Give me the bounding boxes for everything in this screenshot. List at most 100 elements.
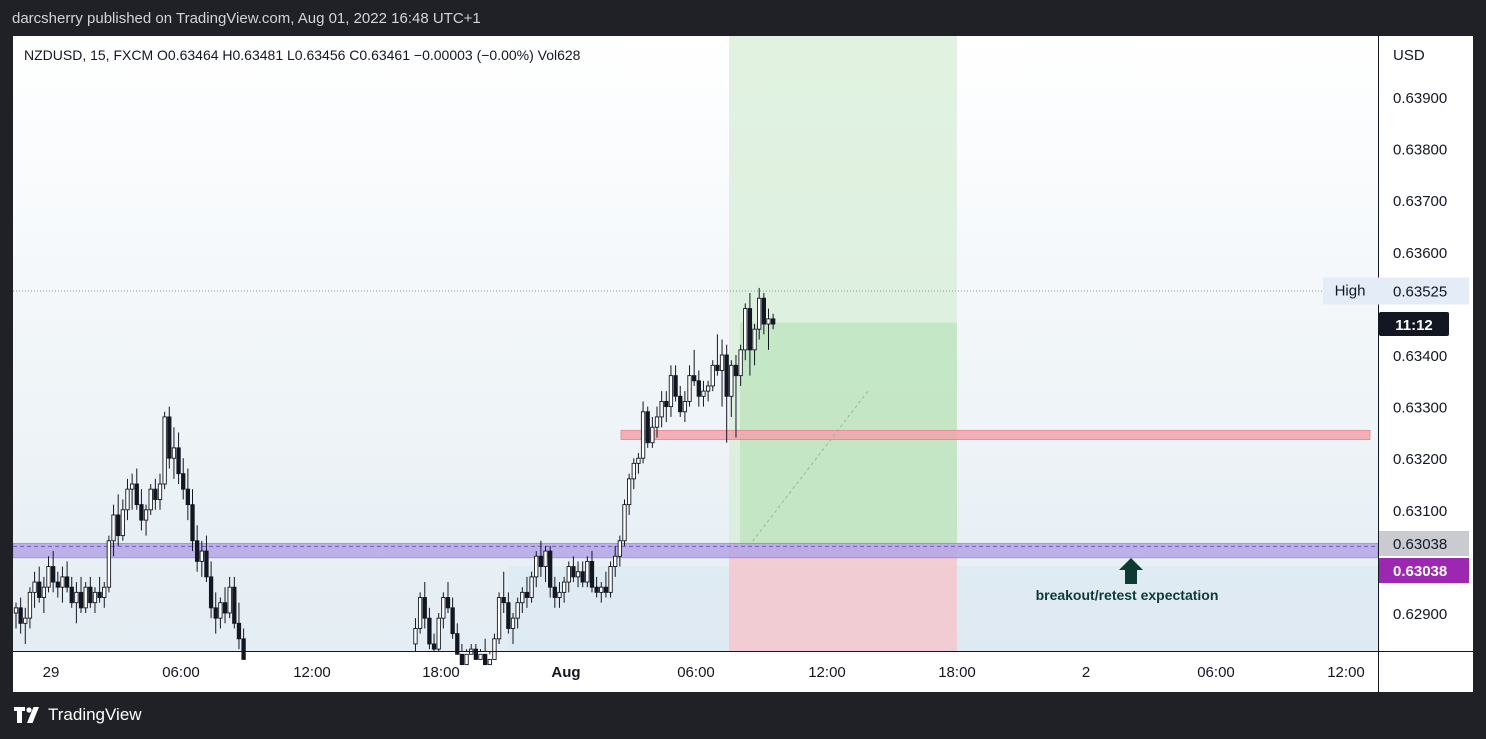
candle — [441, 592, 446, 629]
candle — [682, 391, 688, 423]
candle — [603, 571, 609, 598]
support-zone — [13, 542, 1379, 559]
candle — [585, 556, 590, 588]
candle-body — [640, 411, 646, 459]
candle — [524, 576, 530, 608]
candle — [538, 540, 544, 577]
candle — [23, 607, 28, 644]
candle-body — [575, 571, 581, 578]
candle — [148, 484, 153, 515]
candle — [181, 458, 186, 500]
candle — [41, 576, 47, 613]
candle — [557, 582, 562, 608]
chart-svg[interactable]: breakout/retest expectation USD 0.63900 0.… — [13, 36, 1473, 692]
candle — [510, 613, 516, 644]
candle — [738, 344, 743, 386]
candle-body — [204, 550, 209, 578]
candle-body — [515, 602, 520, 619]
candle — [752, 324, 757, 366]
candle-body — [687, 375, 692, 402]
candle-body — [733, 364, 739, 377]
candle-body — [664, 400, 669, 408]
candle — [473, 643, 479, 660]
tradingview-brand: TradingView — [48, 705, 142, 724]
candle-body — [213, 607, 218, 619]
candle — [729, 360, 734, 417]
candle — [687, 365, 692, 407]
price-label-last: 0.63038 — [1393, 563, 1447, 580]
candle — [575, 561, 581, 588]
countdown-label: 11:12 — [1395, 317, 1433, 334]
candle — [496, 592, 502, 644]
candle-body — [190, 504, 195, 542]
candle — [83, 582, 88, 613]
candle-body — [92, 591, 98, 604]
candle-body — [743, 308, 748, 351]
candle-body — [181, 473, 186, 490]
candle — [92, 587, 98, 613]
candle — [766, 308, 771, 350]
candle-body — [715, 364, 720, 371]
candle — [650, 416, 655, 448]
candle-body — [524, 591, 530, 598]
candle-body — [27, 591, 33, 619]
candle-body — [631, 462, 636, 480]
candle-body — [705, 385, 711, 392]
chart-panel[interactable]: breakout/retest expectation USD 0.63900 0.… — [13, 36, 1473, 692]
publish-header: darcsherry published on TradingView.com,… — [12, 10, 481, 27]
candle — [659, 391, 664, 428]
candle — [534, 551, 539, 588]
high-label: High — [1335, 283, 1366, 300]
candle-body — [710, 364, 715, 387]
candle-body — [580, 571, 585, 583]
candle-body — [608, 566, 613, 593]
price-tick-label: 0.63900 — [1393, 90, 1447, 107]
candle-body — [176, 447, 181, 475]
candle — [74, 582, 79, 624]
candle-body — [766, 318, 771, 325]
candle — [724, 344, 729, 443]
candle — [631, 458, 636, 490]
candle-body — [218, 602, 223, 619]
candle — [626, 473, 632, 515]
candle-body — [134, 483, 139, 506]
candle-body — [111, 514, 116, 542]
candle — [678, 385, 683, 417]
candle — [622, 499, 627, 546]
candle — [552, 576, 557, 608]
resistance-zone — [620, 429, 1371, 441]
candle — [487, 651, 492, 666]
candle — [436, 613, 441, 651]
candle — [60, 566, 65, 603]
candle — [51, 551, 56, 593]
candle-body — [431, 643, 437, 650]
candle-body — [427, 617, 432, 645]
candle-body — [83, 586, 88, 609]
candle — [111, 504, 116, 557]
candle — [413, 618, 418, 651]
tradingview-logo[interactable]: TradingView — [14, 705, 142, 725]
candle-body — [520, 591, 525, 604]
candle — [153, 478, 158, 510]
candle-body — [441, 597, 446, 619]
candle-body — [13, 607, 19, 614]
candle-body — [589, 560, 595, 588]
candle-body — [195, 540, 200, 562]
candle — [561, 576, 567, 603]
candle-body — [167, 416, 172, 459]
candle-body — [417, 597, 423, 629]
candle — [710, 360, 715, 392]
candle-body — [603, 586, 609, 593]
candle — [529, 571, 534, 603]
countdown-box — [1379, 312, 1449, 336]
candle-body — [153, 488, 158, 500]
candle-body — [506, 602, 511, 629]
price-tick-label: 0.63600 — [1393, 245, 1447, 262]
candle-body — [761, 297, 766, 325]
candle — [757, 287, 762, 340]
candle — [719, 339, 725, 407]
candle-body — [464, 653, 469, 666]
candle-body — [162, 416, 167, 485]
time-tick-label: 12:00 — [808, 664, 846, 681]
candle-body — [585, 560, 590, 583]
